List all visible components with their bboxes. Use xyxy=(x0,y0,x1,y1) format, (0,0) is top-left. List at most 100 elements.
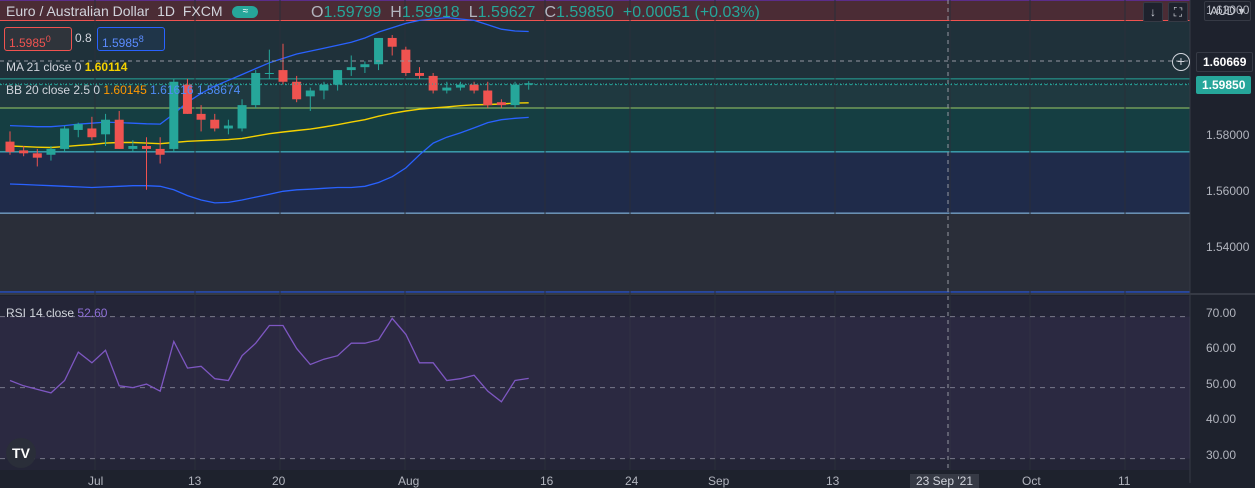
ohlc-values: O1.59799 H1.59918 L1.59627 C1.59850 +0.0… xyxy=(311,4,760,22)
candle-body xyxy=(401,49,411,73)
currency-label: AUD xyxy=(1210,4,1236,18)
price-tick: 1.56000 xyxy=(1206,184,1250,198)
candle-body xyxy=(196,113,206,120)
symbol-legend[interactable]: Euro / Australian Dollar 1D FXCM ≈ xyxy=(6,3,259,19)
ohlc-open: O1.59799 xyxy=(311,4,382,21)
candle-body xyxy=(496,102,506,106)
candle-body xyxy=(333,70,343,85)
sell-button[interactable]: 1.59850 xyxy=(4,27,72,51)
candle-body xyxy=(510,84,520,106)
candle-body xyxy=(346,67,356,71)
spread-value: 0.8 xyxy=(75,31,92,45)
rsi-background xyxy=(0,296,1190,470)
ohlc-low: L1.59627 xyxy=(468,4,536,21)
buy-price: 1.5985 xyxy=(102,36,139,50)
time-tick: 13 xyxy=(826,474,840,488)
candle-body xyxy=(210,119,220,129)
candle-body xyxy=(428,75,438,91)
candle-body xyxy=(278,70,288,82)
price-zone xyxy=(0,78,1190,85)
rsi-label: RSI 14 close xyxy=(6,306,75,320)
symbol-name: Euro / Australian Dollar xyxy=(6,3,150,19)
candle-body xyxy=(469,84,479,91)
time-tick: 16 xyxy=(540,474,554,488)
market-status-icon: ≈ xyxy=(232,6,259,19)
candle-body xyxy=(305,90,315,97)
sell-price-sup: 0 xyxy=(45,34,51,44)
buy-price-sup: 8 xyxy=(138,34,144,44)
price-zone xyxy=(0,0,1190,21)
symbol-interval[interactable]: 1D xyxy=(157,3,175,19)
price-tick: 1.62000 xyxy=(1206,3,1250,17)
candle-body xyxy=(182,84,192,114)
ohlc-change: +0.00051 (+0.03%) xyxy=(622,4,760,21)
candle-body xyxy=(114,119,124,149)
candle-body xyxy=(128,146,138,149)
ma-legend[interactable]: MA 21 close 0 1.60114 xyxy=(6,59,127,75)
bb-lower-line xyxy=(9,116,529,204)
time-tick: 20 xyxy=(272,474,286,488)
candle-body xyxy=(155,148,165,155)
bb-legend[interactable]: BB 20 close 2.5 0 1.60145 1.61616 1.5867… xyxy=(6,82,240,98)
rsi-pane xyxy=(0,316,1190,460)
candle-body xyxy=(5,141,15,152)
rsi-band xyxy=(0,316,1190,459)
price-tick: 1.58000 xyxy=(1206,128,1250,142)
tradingview-logo[interactable]: TV xyxy=(6,438,36,468)
crosshair-price-tag: 1.60669 xyxy=(1196,52,1254,72)
candle-body xyxy=(223,125,233,129)
ohlc-high: H1.59918 xyxy=(390,4,460,21)
candle-body xyxy=(415,73,424,76)
bb-upper-value: 1.61616 xyxy=(150,83,194,97)
candle-body xyxy=(455,84,465,88)
time-tick: Aug xyxy=(398,474,420,488)
candle-body xyxy=(101,119,111,135)
bb-label: BB 20 close 2.5 0 xyxy=(6,83,101,97)
time-tick: 24 xyxy=(625,474,639,488)
price-zone xyxy=(0,151,1190,214)
candle-body xyxy=(169,81,179,149)
price-zone xyxy=(0,213,1190,292)
last-price-tag: 1.59850 xyxy=(1196,76,1252,94)
bb-mid-value: 1.60145 xyxy=(103,83,147,97)
candle-body xyxy=(19,150,29,154)
candle-body xyxy=(46,148,56,155)
plus-circle-icon[interactable]: + xyxy=(1172,53,1190,71)
time-tick: Oct xyxy=(1022,474,1041,488)
sell-price: 1.5985 xyxy=(9,36,46,50)
time-tick: Jul xyxy=(88,474,104,488)
time-tick: Sep xyxy=(708,474,730,488)
candle-body xyxy=(374,37,384,65)
rsi-tick: 60.00 xyxy=(1206,341,1237,355)
rsi-tick: 40.00 xyxy=(1206,412,1237,426)
rsi-tick: 50.00 xyxy=(1206,377,1237,391)
rsi-line xyxy=(9,317,529,403)
candle-body xyxy=(32,153,42,158)
currency-selector[interactable]: AUD ▾ xyxy=(1204,1,1251,21)
candle-body xyxy=(483,90,493,106)
candle-body xyxy=(73,124,83,130)
symbol-source: FXCM xyxy=(182,3,223,19)
bb-lower-value: 1.58674 xyxy=(196,83,241,97)
price-zone xyxy=(0,108,1190,152)
candles xyxy=(5,35,534,190)
candle-body xyxy=(264,73,274,74)
buy-button[interactable]: 1.59858 xyxy=(97,27,165,51)
time-tick: 11 xyxy=(1118,474,1131,488)
candle-body xyxy=(360,64,370,68)
ma-value: 1.60114 xyxy=(84,60,128,74)
down-arrow-icon[interactable]: ↓ xyxy=(1143,2,1163,22)
candle-body xyxy=(142,146,151,149)
fullscreen-icon[interactable]: ⛶ xyxy=(1168,2,1188,22)
ohlc-close: C1.59850 xyxy=(544,4,614,21)
rsi-value: 52.60 xyxy=(77,306,108,320)
candle-body xyxy=(251,73,261,106)
candle-body xyxy=(319,84,329,91)
time-tick: 13 xyxy=(188,474,202,488)
price-tick: 1.54000 xyxy=(1206,240,1250,254)
candle-body xyxy=(60,128,70,149)
ma-line xyxy=(9,102,529,149)
rsi-legend[interactable]: RSI 14 close 52.60 xyxy=(6,305,107,321)
candle-body xyxy=(442,87,452,91)
